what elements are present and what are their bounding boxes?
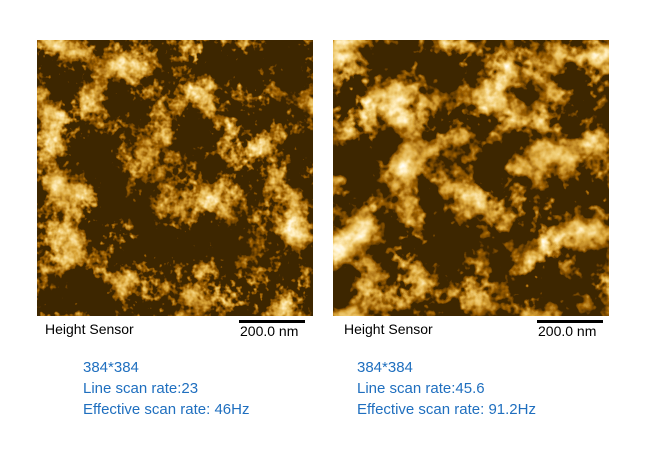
scale-bar-label: 200.0 nm xyxy=(538,323,597,339)
info-line: Line scan rate:45.6 xyxy=(357,380,485,397)
scale-bar-label: 200.0 nm xyxy=(240,323,299,339)
info-line: Line scan rate:23 xyxy=(83,380,199,397)
info-line: Effective scan rate: 46Hz xyxy=(83,401,250,418)
scan-info: 384*384 Line scan rate:45.6 Effective sc… xyxy=(357,357,536,420)
info-line: Effective scan rate: 91.2Hz xyxy=(357,401,536,418)
afm-image xyxy=(333,40,609,316)
info-line: 384*384 xyxy=(357,359,413,376)
image-label: Height Sensor xyxy=(45,321,134,337)
scale-bar xyxy=(537,320,603,323)
info-line: 384*384 xyxy=(83,359,139,376)
scan-info: 384*384 Line scan rate:23 Effective scan… xyxy=(83,357,249,420)
scale-bar xyxy=(239,320,305,323)
afm-image xyxy=(37,40,313,316)
image-label: Height Sensor xyxy=(344,321,433,337)
